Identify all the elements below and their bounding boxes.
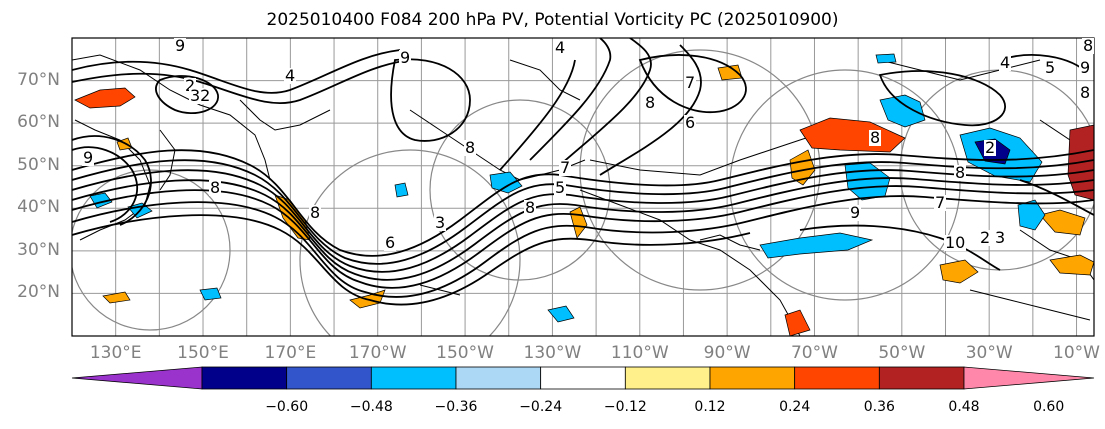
contour-label: 3 — [434, 213, 447, 232]
anomaly-negative — [1017, 199, 1046, 231]
anomaly-positive — [102, 291, 131, 304]
colorbar-tick-label: 0.24 — [779, 399, 811, 415]
longitude-label: 30°W — [965, 343, 1013, 363]
anomaly-positive — [1039, 209, 1086, 236]
contour-label: 10 — [944, 233, 967, 252]
anomaly-negative — [875, 53, 897, 64]
anomaly-negative — [879, 94, 926, 128]
latitude-label: 20°N — [17, 282, 60, 303]
longitude-label: 50°W — [878, 343, 926, 363]
latitude-label: 50°N — [17, 154, 60, 175]
contour-label: 9 — [849, 203, 862, 222]
contour-label: 8 — [644, 93, 657, 112]
contour-label: 32 — [189, 86, 212, 105]
contour-label: 7 — [559, 158, 572, 177]
contour-label: 9 — [1079, 58, 1092, 77]
contour-label: 4 — [554, 38, 567, 57]
pv-shading — [74, 53, 1094, 336]
colorbar-segment — [624, 366, 711, 390]
contour-label: 8 — [869, 128, 882, 147]
longitude-label: 90°W — [703, 343, 751, 363]
contour-label: 5 — [1044, 58, 1057, 77]
colorbar-tick-label: −0.24 — [519, 399, 563, 415]
contour-label: 4 — [284, 66, 297, 85]
colorbar-segment — [370, 366, 457, 390]
contour-label: 8 — [1082, 36, 1095, 55]
colorbar-segment — [794, 366, 880, 390]
anomaly-negative — [547, 305, 575, 323]
anomaly-positive — [939, 259, 979, 284]
anomaly-negative — [199, 287, 222, 301]
contour-label: 9 — [174, 36, 187, 55]
longitude-label: 150°E — [177, 343, 229, 363]
map-frame — [71, 37, 1095, 337]
longitude-label: 150°W — [436, 343, 494, 363]
contour-label: 8 — [524, 198, 537, 217]
colorbar-segment — [455, 366, 542, 390]
anomaly-positive — [784, 309, 811, 336]
colorbar-segment — [201, 366, 288, 390]
longitude-label: 70°W — [790, 343, 838, 363]
colorbar-extend-high — [963, 366, 1095, 390]
map-area — [72, 38, 1094, 336]
map-title: 2025010400 F084 200 hPa PV, Potential Vo… — [266, 10, 839, 30]
colorbar-segment — [878, 366, 965, 390]
anomaly-positive — [1049, 254, 1094, 276]
anomaly-negative — [489, 171, 523, 194]
contour-label: 5 — [554, 178, 567, 197]
colorbar-tick-label: 0.60 — [1033, 399, 1065, 415]
pv-contours — [72, 38, 1094, 306]
colorbar-tick-label: −0.60 — [265, 399, 309, 415]
longitude-label: 170°W — [348, 343, 407, 363]
longitude-label: 10°W — [1053, 343, 1100, 363]
anomaly-positive — [74, 87, 136, 109]
graticule — [72, 38, 1094, 336]
anomaly-negative — [759, 232, 874, 259]
contour-label: 8 — [1079, 83, 1092, 102]
colorbar-tick-label: 0.36 — [863, 399, 895, 415]
contour-label: 9 — [399, 48, 412, 67]
contour-label: 2 — [979, 228, 992, 247]
contour-label: 6 — [384, 233, 397, 252]
contour-label: 8 — [209, 178, 222, 197]
longitude-label: 130°E — [89, 343, 142, 363]
colorbar-tick-label: 0.12 — [694, 399, 726, 415]
anomaly-negative — [394, 182, 409, 198]
colorbar-segment — [286, 366, 372, 390]
contour-label: 2 — [984, 138, 997, 157]
contour-label: 8 — [464, 138, 477, 157]
contour-label: 7 — [684, 73, 697, 92]
contour-label: 3 — [994, 228, 1007, 247]
contour-label: 9 — [82, 148, 95, 167]
latitude-label: 60°N — [17, 112, 60, 133]
colorbar — [71, 366, 1095, 390]
contour-label: 7 — [934, 193, 947, 212]
colorbar-tick-label: −0.48 — [349, 399, 393, 415]
contour-label: 4 — [999, 53, 1012, 72]
colorbar-tick-label: −0.12 — [603, 399, 647, 415]
colorbar-extend-low — [71, 366, 203, 390]
longitude-label: 130°W — [523, 343, 582, 363]
longitude-label: 170°E — [264, 343, 317, 363]
contour-label: 8 — [954, 163, 967, 182]
latitude-label: 70°N — [17, 69, 60, 90]
contour-label: 6 — [684, 113, 697, 132]
latitude-label: 30°N — [17, 239, 60, 260]
colorbar-tick-label: 0.48 — [948, 399, 980, 415]
latitude-label: 40°N — [17, 197, 60, 218]
longitude-label: 110°W — [610, 343, 669, 363]
colorbar-segment — [709, 366, 796, 390]
contour-label: 8 — [309, 203, 322, 222]
colorbar-tick-label: −0.36 — [434, 399, 478, 415]
colorbar-segment — [540, 366, 626, 390]
